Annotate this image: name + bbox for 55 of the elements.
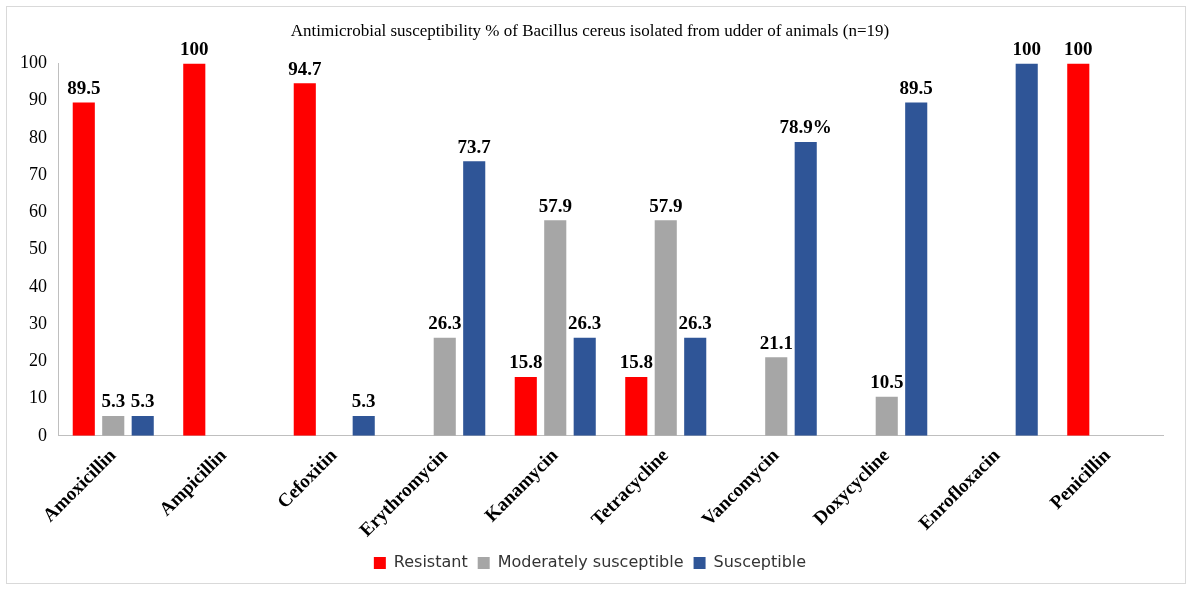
legend-label: Susceptible — [713, 552, 807, 572]
data-label: 5.3 — [101, 390, 126, 412]
data-label: 73.7 — [457, 135, 492, 157]
legend-label: Resistant — [393, 552, 468, 572]
data-label: 100 — [1012, 37, 1041, 59]
bar — [102, 416, 125, 436]
y-tick-label: 20 — [29, 350, 47, 371]
bar — [72, 102, 95, 436]
bar — [654, 220, 677, 436]
y-tick-label: 30 — [29, 312, 47, 333]
data-label: 89.5 — [67, 76, 101, 98]
bar — [1015, 63, 1038, 436]
data-label: 89.5 — [899, 76, 933, 98]
bar — [293, 83, 316, 436]
data-label: 100 — [180, 37, 209, 59]
bar — [352, 416, 375, 436]
legend-label: Moderately susceptible — [497, 552, 684, 572]
data-label: 57.9 — [649, 194, 683, 216]
data-label: 57.9 — [538, 194, 572, 216]
bar — [544, 220, 567, 436]
y-tick-label: 0 — [38, 424, 47, 445]
bar — [625, 376, 648, 436]
y-tick-label: 80 — [29, 126, 47, 147]
data-label: 26.3 — [568, 312, 602, 334]
y-tick-label: 90 — [29, 89, 47, 110]
bar — [794, 141, 817, 436]
y-tick-label: 50 — [29, 238, 47, 259]
bar — [905, 102, 928, 436]
y-tick-label: 40 — [29, 275, 47, 296]
data-label: 5.3 — [351, 390, 376, 412]
data-label: 15.8 — [619, 351, 653, 373]
data-label: 26.3 — [428, 312, 462, 334]
data-label: 100 — [1064, 37, 1093, 59]
bar — [1067, 63, 1090, 436]
data-label: 21.1 — [759, 331, 793, 353]
y-tick-label: 70 — [29, 163, 47, 184]
bar — [875, 396, 898, 436]
data-label: 5.3 — [130, 390, 155, 412]
bar — [463, 161, 486, 436]
data-label: 94.7 — [288, 57, 322, 79]
bar — [573, 337, 596, 436]
bar — [514, 376, 537, 436]
data-label: 10.5 — [870, 371, 904, 393]
data-label: 78.9% — [779, 116, 832, 138]
bar — [765, 357, 788, 436]
data-label: 26.3 — [678, 312, 712, 334]
bar — [183, 63, 206, 436]
y-tick-label: 100 — [20, 52, 47, 73]
bar — [131, 416, 154, 436]
y-tick-label: 60 — [29, 201, 47, 222]
bar — [433, 337, 456, 436]
y-tick-label: 10 — [29, 387, 47, 408]
bar — [684, 337, 707, 436]
chart-title: Antimicrobial susceptibility % of Bacillus cereus isolated from udder of animals (n=19) — [290, 20, 890, 40]
data-label: 15.8 — [509, 351, 543, 373]
